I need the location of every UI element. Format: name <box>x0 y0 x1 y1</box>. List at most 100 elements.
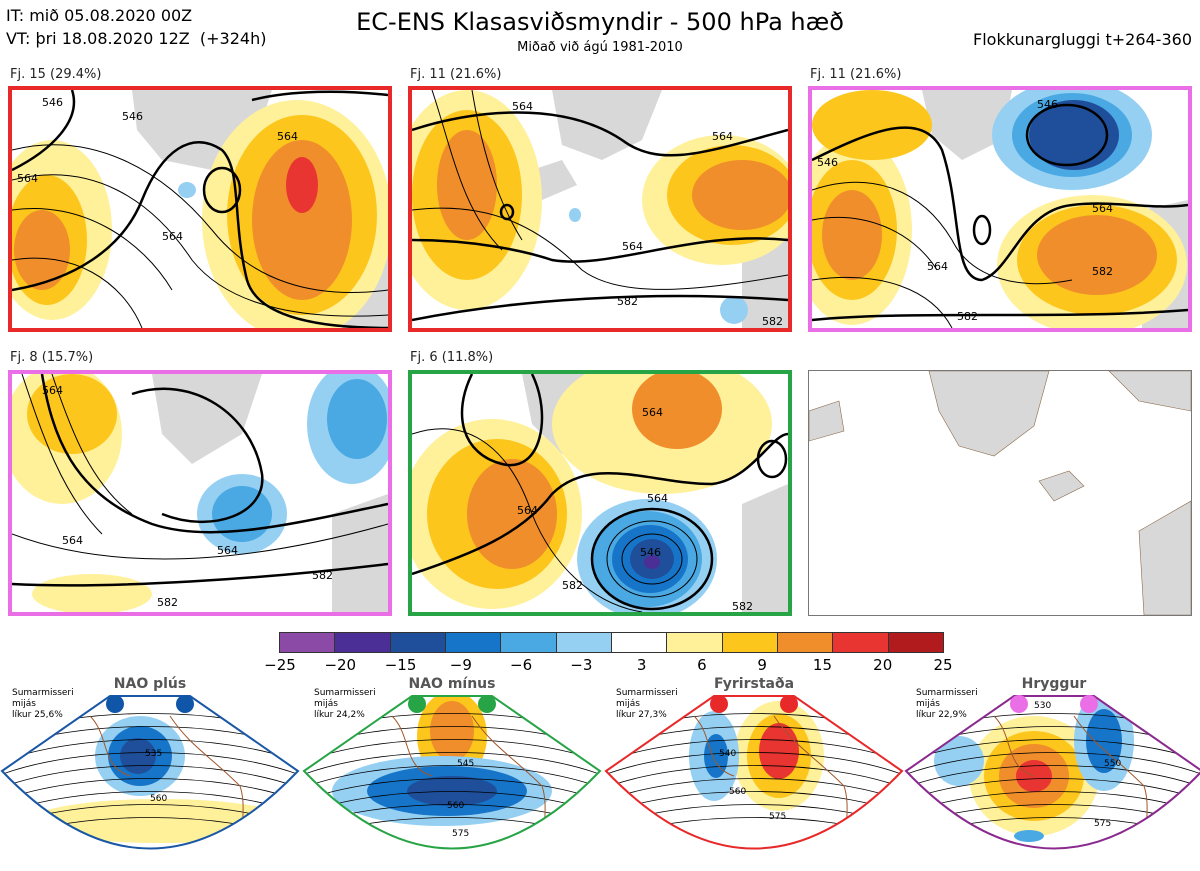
colorbar-segment <box>280 633 336 652</box>
contour-label: 564 <box>622 240 643 253</box>
colorbar-tick-label: 3 <box>636 656 647 674</box>
contour-label: 564 <box>62 534 83 547</box>
anomaly-area <box>407 776 497 806</box>
regime-map: 530 550 575 <box>904 695 1200 850</box>
contour-label: 560 <box>729 787 746 797</box>
anomaly-area <box>430 701 474 761</box>
anomaly-area <box>934 736 984 786</box>
valid-time: VT: þri 18.08.2020 12Z (+324h) <box>6 29 267 48</box>
contour-label: 582 <box>617 295 638 308</box>
contour-label: 546 <box>42 96 63 109</box>
colorbar-segment <box>833 633 889 652</box>
contour-label: 582 <box>312 569 333 582</box>
colorbar-tick-label: −25 <box>264 656 296 674</box>
height-contour <box>906 778 1200 802</box>
contour-label: 545 <box>457 759 474 769</box>
contour-label: 582 <box>157 596 178 609</box>
regime-marker <box>1010 695 1028 713</box>
height-contour <box>304 765 600 789</box>
height-contour <box>2 765 298 789</box>
contour-label: 540 <box>719 749 736 759</box>
anomaly-area <box>1086 709 1122 773</box>
contour-label: 582 <box>562 579 583 592</box>
regime-name: NAO mínus <box>408 676 496 692</box>
regime-marker <box>176 695 194 713</box>
height-contour <box>906 765 1200 789</box>
colorbar <box>279 632 944 653</box>
regime-outline <box>904 695 1200 850</box>
regime-map: 540 560 575 <box>604 695 904 850</box>
contour-label: 564 <box>712 130 733 143</box>
contour-label: 546 <box>1037 98 1058 111</box>
colorbar-segment <box>501 633 557 652</box>
regime-outline <box>0 695 300 850</box>
cluster-label-2: Fj. 11 (21.6%) <box>410 67 502 82</box>
height-contour <box>906 739 1200 763</box>
height-contour <box>606 739 902 763</box>
contour-label: 550 <box>1104 759 1121 769</box>
regime-outline <box>302 695 602 850</box>
anomaly-area <box>759 723 799 779</box>
colorbar-segment <box>611 633 668 652</box>
regime-note: Sumarmisseri mijás líkur 25,6% <box>12 688 74 720</box>
initial-time: IT: mið 05.08.2020 00Z <box>6 6 193 25</box>
contour-label: 546 <box>817 156 838 169</box>
anomaly-area <box>30 799 290 843</box>
contour-label: 535 <box>145 749 162 759</box>
height-contour <box>906 752 1200 776</box>
anomaly-area <box>120 738 156 774</box>
contour-label: 560 <box>447 801 464 811</box>
height-contour <box>2 778 298 802</box>
colorbar-segment <box>777 633 834 652</box>
contour-label: 546 <box>640 546 661 559</box>
contour-label: 564 <box>217 544 238 557</box>
regime-panel: 530 550 575 Hryggur Sumarmisseri mijás líkur… <box>904 676 1200 871</box>
contour-label: 575 <box>1094 819 1111 829</box>
cluster-label-3: Fj. 11 (21.6%) <box>810 67 902 82</box>
colorbar-tick-label: −20 <box>324 656 357 674</box>
height-contour <box>606 778 902 802</box>
reference-map <box>808 370 1192 616</box>
regime-note: Sumarmisseri mijás líkur 27,3% <box>616 688 678 720</box>
contour-label: 560 <box>150 794 167 804</box>
classification-window: Flokkunargluggi t+264-360 <box>973 30 1192 49</box>
contour-label: 582 <box>1092 265 1113 278</box>
regime-panel: 545 560 575 NAO mínus Sumarmisseri mijás lík… <box>302 676 602 871</box>
regime-outline <box>604 695 904 850</box>
contour-label: 582 <box>762 315 783 328</box>
contour-label: 564 <box>927 260 948 273</box>
regime-name: NAO plús <box>113 676 187 692</box>
cluster-map-4: 564 564 564 582 582 <box>8 370 392 616</box>
regime-marker <box>408 695 426 713</box>
contour-label: 530 <box>1034 701 1051 711</box>
colorbar-segment <box>390 633 446 652</box>
height-contour <box>606 752 902 776</box>
colorbar-tick-label: −15 <box>384 656 417 674</box>
colorbar-tick-label: 25 <box>933 656 953 674</box>
cluster-label-5: Fj. 6 (11.8%) <box>410 350 494 365</box>
colorbar-tick-label: 9 <box>757 656 767 674</box>
regime-map: 535 560 <box>0 695 300 850</box>
colorbar-tick-label: 15 <box>812 656 832 674</box>
colorbar-segment <box>667 633 723 652</box>
cluster-map-2: 564 564 564 582 582 <box>408 86 792 332</box>
contour-label: 564 <box>1092 202 1113 215</box>
contour-label: 582 <box>957 310 978 323</box>
regime-marker <box>106 695 124 713</box>
contour-label: 564 <box>162 230 183 243</box>
regime-name: Hryggur <box>1021 676 1087 692</box>
contour-label: 564 <box>647 492 668 505</box>
height-contour <box>304 778 600 802</box>
height-contour <box>2 752 298 776</box>
regime-note: Sumarmisseri mijás líkur 22,9% <box>916 688 978 720</box>
cluster-label-1: Fj. 15 (29.4%) <box>10 67 102 82</box>
height-contour <box>304 739 600 763</box>
colorbar-tick-label: −3 <box>570 656 593 674</box>
contour-label: 575 <box>452 829 469 839</box>
regime-marker <box>780 695 798 713</box>
contour-label: 564 <box>512 100 533 113</box>
height-contour <box>304 752 600 776</box>
contour-label: 564 <box>517 504 538 517</box>
regime-panel: 540 560 575 Fyrirstaða Sumarmisseri mijás lí… <box>604 676 904 871</box>
colorbar-tick-label: −9 <box>449 656 472 674</box>
